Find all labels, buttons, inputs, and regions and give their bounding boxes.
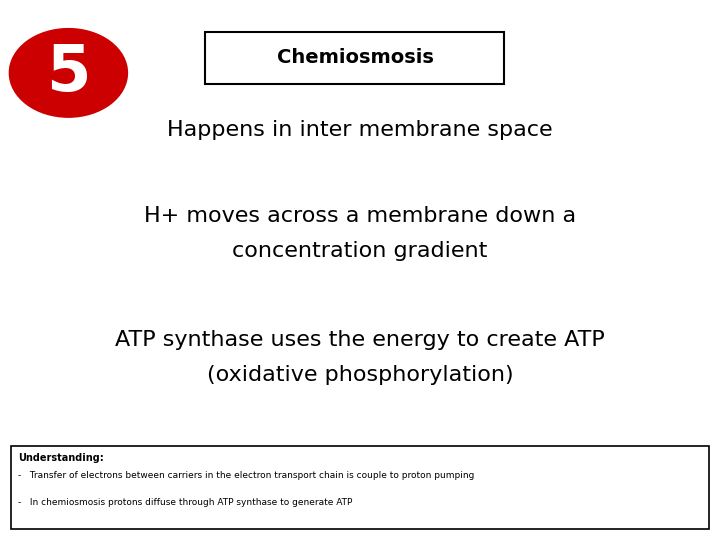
Text: -   In chemiosmosis protons diffuse through ATP synthase to generate ATP: - In chemiosmosis protons diffuse throug… xyxy=(18,498,352,507)
Text: Happens in inter membrane space: Happens in inter membrane space xyxy=(167,119,553,140)
Text: ATP synthase uses the energy to create ATP: ATP synthase uses the energy to create A… xyxy=(115,330,605,350)
Text: -   Transfer of electrons between carriers in the electron transport chain is co: - Transfer of electrons between carriers… xyxy=(18,471,474,480)
Circle shape xyxy=(9,29,127,117)
Text: (oxidative phosphorylation): (oxidative phosphorylation) xyxy=(207,365,513,386)
Text: Understanding:: Understanding: xyxy=(18,453,104,463)
Text: Chemiosmosis: Chemiosmosis xyxy=(276,48,433,68)
FancyBboxPatch shape xyxy=(205,32,504,84)
Text: concentration gradient: concentration gradient xyxy=(233,241,487,261)
Text: H+ moves across a membrane down a: H+ moves across a membrane down a xyxy=(144,206,576,226)
FancyBboxPatch shape xyxy=(11,446,709,529)
Text: 5: 5 xyxy=(46,42,91,104)
